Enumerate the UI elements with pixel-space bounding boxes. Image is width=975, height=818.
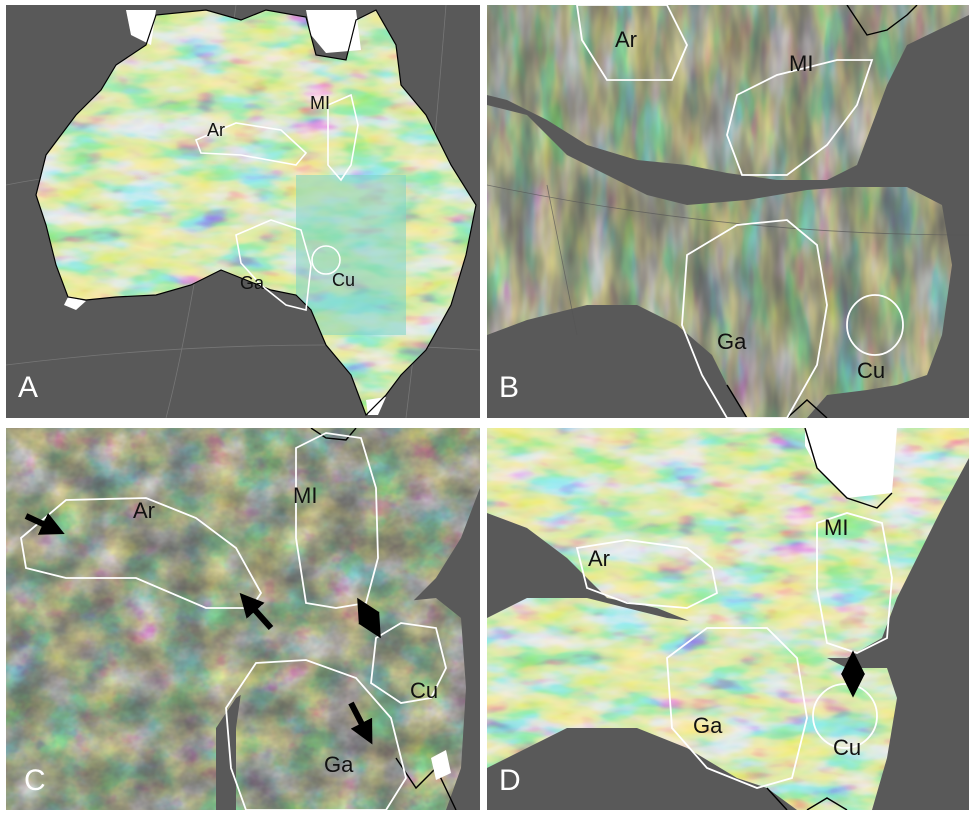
label-cu: Cu — [857, 358, 885, 383]
label-ar: Ar — [207, 120, 225, 140]
label-cu: Cu — [332, 270, 355, 290]
map-canvas-a: Ar MI Ga Cu — [6, 5, 480, 418]
coastline — [804, 428, 893, 509]
arrow-icon — [348, 701, 373, 745]
region-outlines — [576, 5, 904, 418]
double-arrow-icon — [357, 597, 381, 639]
panel-letter-d: D — [499, 764, 521, 797]
label-ga: Ga — [717, 329, 747, 354]
coastline — [35, 9, 477, 417]
panel-letter-a: A — [18, 371, 39, 404]
map-panel-b: Ar MI Ga Cu B — [487, 5, 969, 418]
data-gap — [431, 750, 451, 780]
coastline-south — [726, 384, 828, 418]
data-gap — [805, 428, 897, 498]
map-panel-c: Ar MI Ga Cu C — [6, 428, 480, 810]
map-canvas-b: Ar MI Ga Cu — [487, 5, 969, 418]
label-ga: Ga — [240, 273, 265, 293]
label-cu: Cu — [410, 678, 438, 703]
panel-letter-c: C — [24, 764, 46, 797]
label-ar: Ar — [133, 498, 155, 523]
coastline-south — [766, 787, 848, 810]
label-ar: Ar — [588, 546, 610, 571]
map-panel-a: Ar MI Ga Cu A — [6, 5, 480, 418]
map-panel-d: Ar MI Ga Cu D — [487, 428, 969, 810]
label-mi: MI — [293, 483, 317, 508]
arrow-icon — [239, 592, 274, 630]
label-mi: MI — [824, 515, 848, 540]
map-canvas-c: Ar MI Ga Cu — [6, 428, 480, 810]
coastline — [310, 428, 357, 441]
graticule — [487, 184, 969, 336]
region-outlines — [575, 512, 893, 789]
arrow-icon — [24, 513, 65, 535]
label-mi: MI — [310, 93, 330, 113]
label-ga: Ga — [693, 713, 723, 738]
coastline — [846, 5, 918, 36]
region-outlines — [194, 93, 359, 311]
coastline-south — [395, 757, 457, 810]
label-ga: Ga — [324, 752, 354, 777]
panel-letter-b: B — [499, 371, 520, 404]
map-canvas-d: Ar MI Ga Cu — [487, 428, 969, 810]
label-mi: MI — [789, 51, 813, 76]
label-cu: Cu — [833, 735, 861, 760]
label-ar: Ar — [615, 27, 637, 52]
